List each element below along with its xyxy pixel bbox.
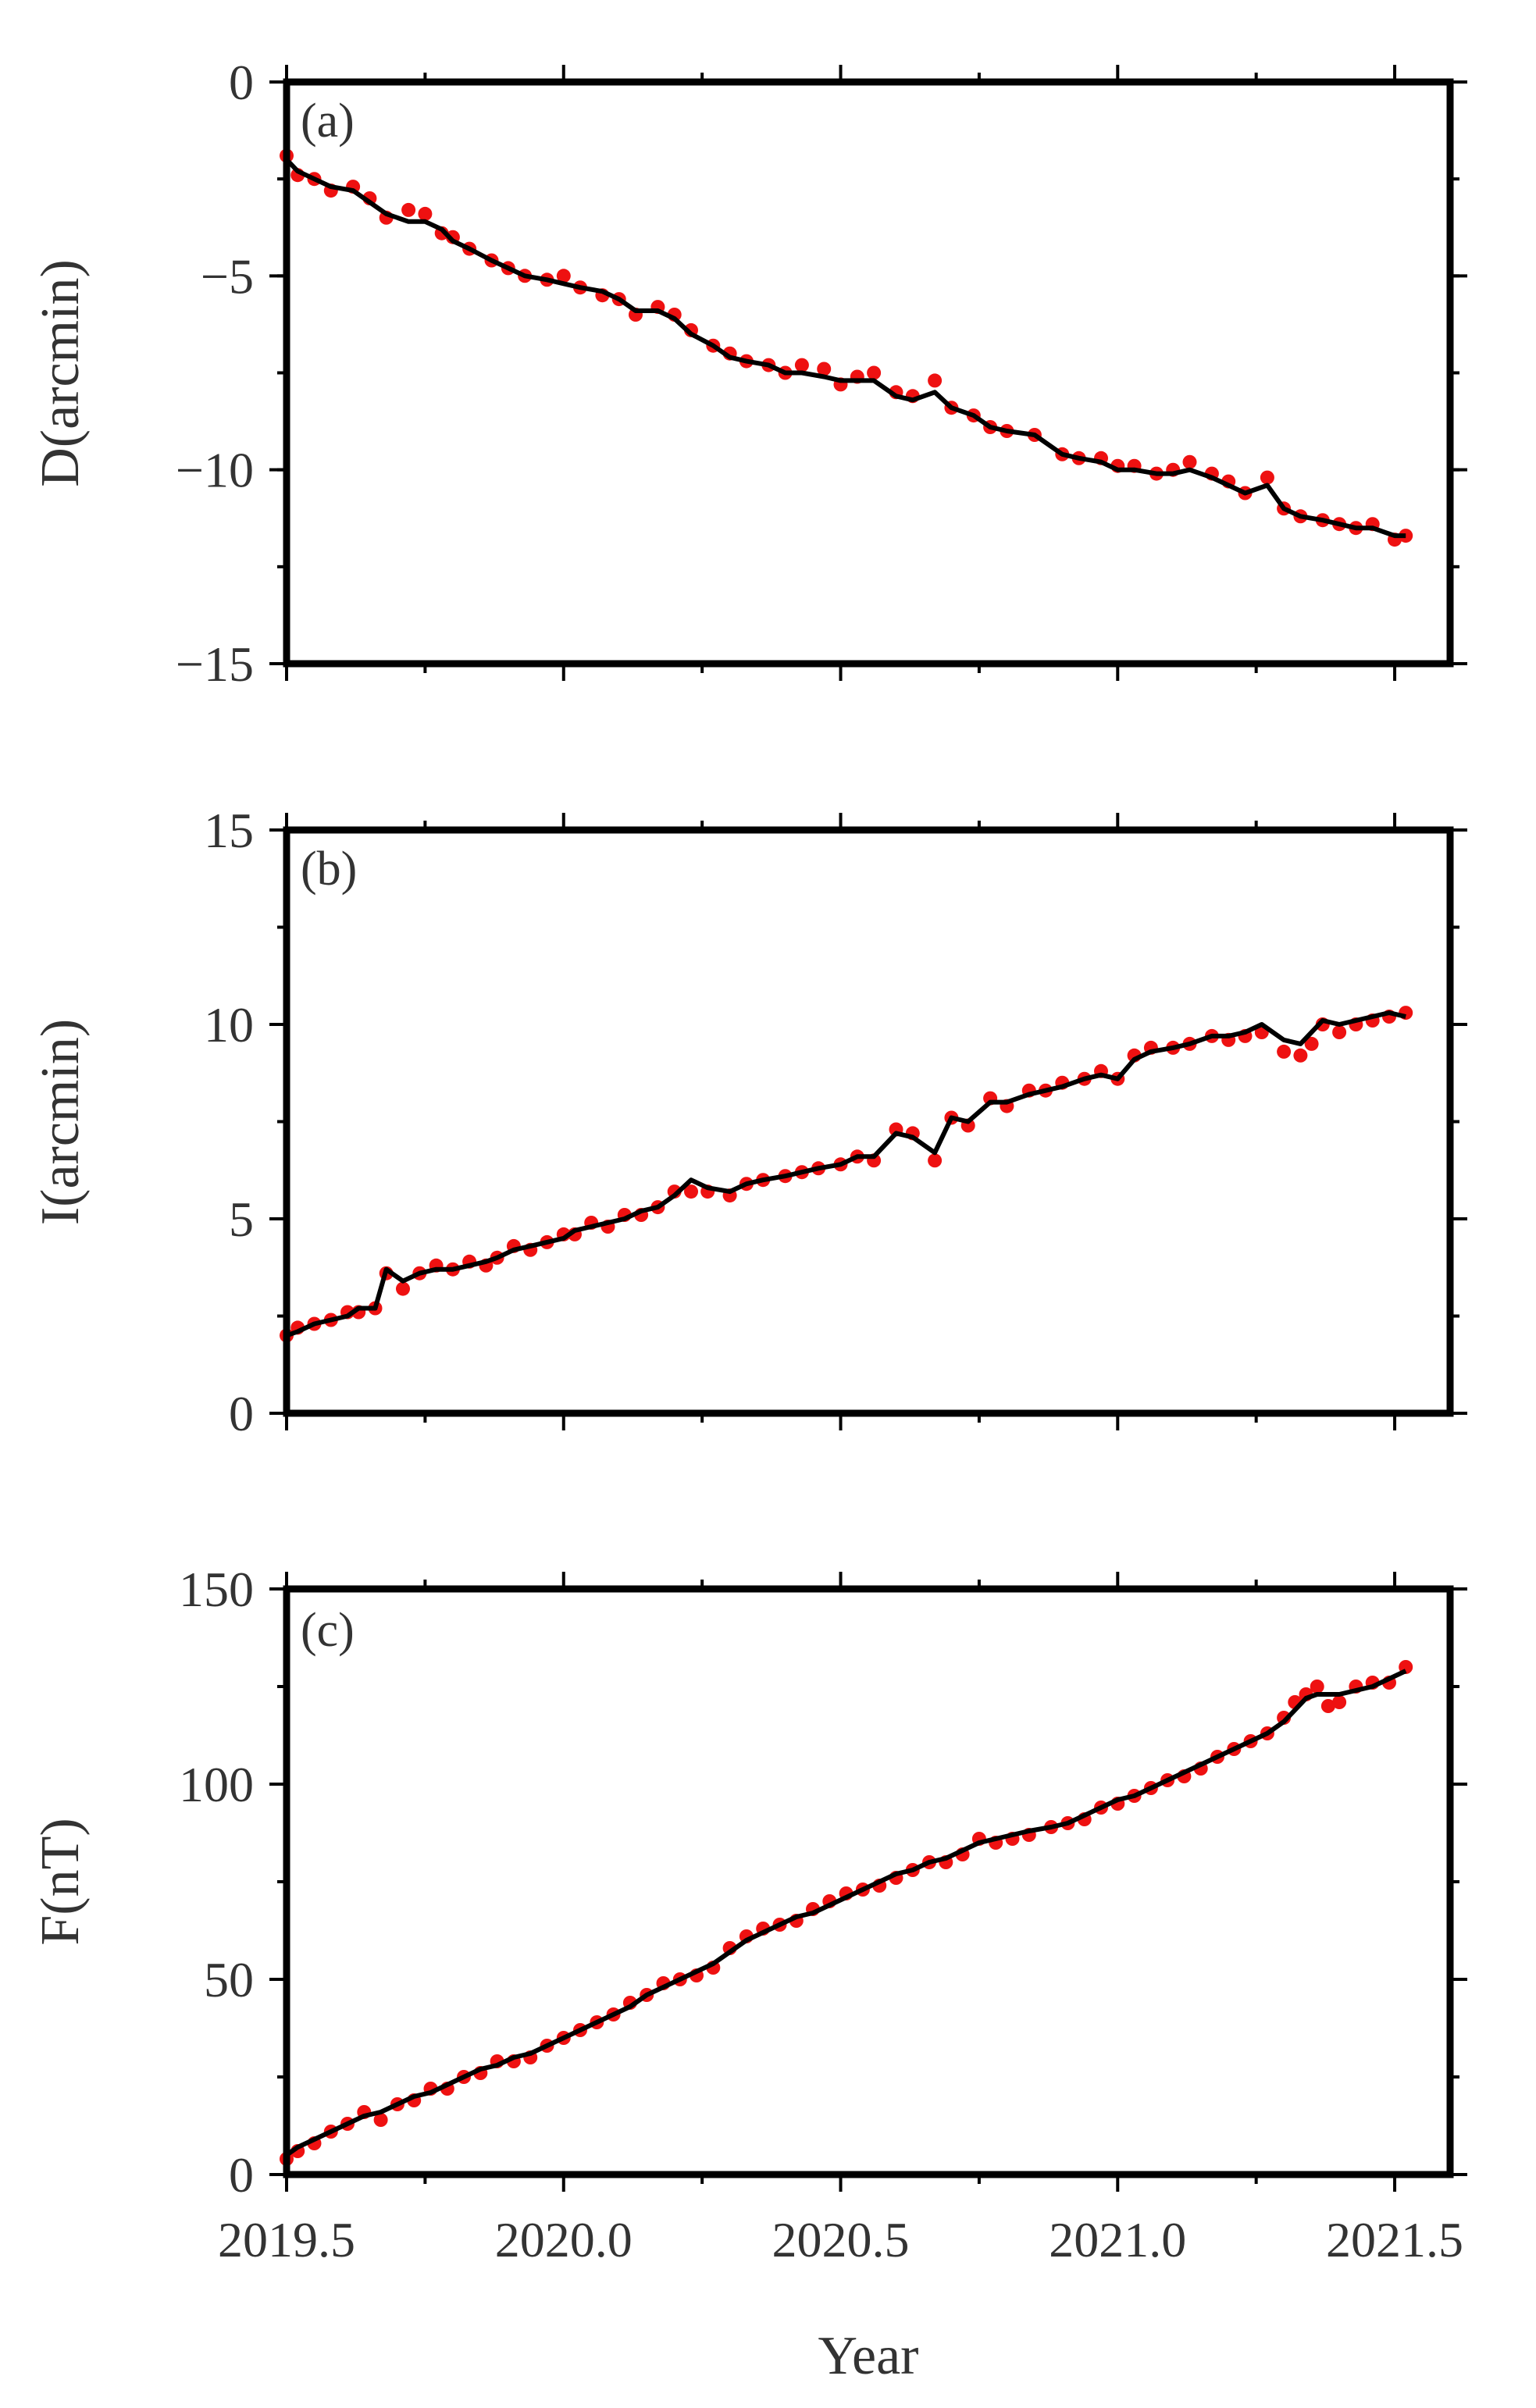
panel-b: (b) I(arcmin) 15 10 5 0	[30, 803, 1467, 1441]
panel-a-tag: (a)	[301, 94, 355, 148]
panel-b-observed-point	[396, 1281, 410, 1296]
panel-c-ticks: 150 100 50 0 2019.5 2020.0 2020.5 2021.0 2021.5	[179, 1562, 1467, 2267]
panel-b-y-tick-label: 5	[229, 1192, 254, 1247]
x-tick-label: 2020.0	[495, 2212, 633, 2267]
panel-c-frame	[283, 1585, 1454, 2178]
panel-a-y-tick-label: 0	[229, 55, 254, 110]
panel-a-observed-point	[817, 362, 832, 376]
panel-c-y-axis-title: F(nT)	[30, 1818, 91, 1945]
panel-a: (a) D(arcmin) 0 −5 −10 −15	[30, 55, 1467, 692]
panel-c-observed-point	[373, 2113, 388, 2127]
panel-b-observed-point	[1332, 1025, 1347, 1039]
panel-b-y-tick-label: 0	[229, 1386, 254, 1441]
x-tick-label: 2019.5	[218, 2212, 355, 2267]
x-axis-title: Year	[818, 2326, 919, 2386]
panel-a-observed-point	[556, 269, 571, 283]
panel-b-y-axis-title: I(arcmin)	[30, 1019, 91, 1225]
panel-a-observed-point	[1260, 470, 1274, 485]
panel-b-model-line	[286, 1010, 1406, 1338]
panel-a-observed-point	[928, 373, 943, 388]
x-tick-label: 2021.0	[1049, 2212, 1186, 2267]
panel-c-observed-point	[1310, 1680, 1324, 1694]
panel-a-marks	[280, 148, 1413, 547]
panel-c-y-tick-label: 100	[179, 1757, 254, 1812]
panel-c-observed-point	[1320, 1699, 1335, 1713]
panel-a-y-tick-label: −10	[176, 443, 254, 498]
panel-a-ticks: 0 −5 −10 −15	[176, 55, 1467, 692]
panel-c-model-line	[285, 1669, 1407, 2157]
x-tick-label: 2021.5	[1326, 2212, 1463, 2267]
panel-c-y-tick-label: 150	[179, 1562, 254, 1617]
panel-b-observed-point	[684, 1184, 698, 1199]
x-tick-label: 2020.5	[772, 2212, 910, 2267]
panel-b-frame	[283, 826, 1454, 1417]
panel-a-y-tick-label: −5	[201, 248, 254, 304]
panel-b-ticks: 15 10 5 0	[204, 803, 1467, 1441]
panel-a-y-axis-title: D(arcmin)	[30, 259, 91, 487]
panel-a-model-line	[284, 158, 1406, 539]
panel-a-observed-point	[1182, 454, 1197, 469]
panel-b-marks	[280, 1006, 1413, 1343]
panel-b-y-tick-label: 15	[204, 803, 254, 858]
panel-a-y-tick-label: −15	[176, 636, 254, 692]
panel-a-observed-point	[867, 365, 882, 380]
panel-b-y-tick-label: 10	[204, 997, 254, 1053]
panel-c-observed-point	[1332, 1695, 1347, 1709]
panel-c-marks	[280, 1660, 1413, 2166]
panel-c-tag: (c)	[301, 1604, 355, 1657]
panel-c-y-tick-label: 0	[229, 2147, 254, 2203]
panel-b-observed-point	[928, 1153, 943, 1168]
panel-a-observed-point	[794, 358, 809, 372]
panel-a-observed-point	[401, 202, 416, 217]
panel-b-observed-point	[1277, 1044, 1292, 1059]
panel-c: (c) F(nT) 150 100 50 0 2019.5 2020.0 2020.5 202…	[30, 1562, 1467, 2267]
panel-b-tag: (b)	[301, 842, 357, 896]
panel-b-observed-point	[1293, 1048, 1308, 1063]
panel-b-observed-point	[1304, 1036, 1319, 1051]
panel-c-y-tick-label: 50	[204, 1952, 254, 2007]
panel-a-observed-point	[418, 206, 433, 221]
